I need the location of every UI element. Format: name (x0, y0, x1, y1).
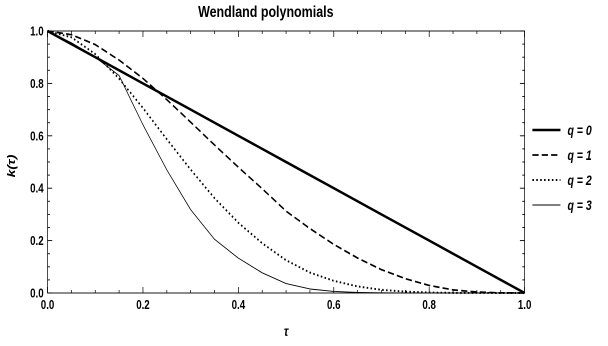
y-tick-label: 0.0 (30, 287, 44, 300)
legend-label-q0: q = 0 (567, 123, 591, 139)
series-group (47, 29, 525, 295)
legend: q = 0 q = 1 q = 2 q = 3 (532, 123, 592, 214)
y-tick-label: 1.0 (30, 25, 44, 38)
series-line-q1 (47, 30, 525, 294)
series-line-q0 (47, 29, 525, 295)
axes: 0.0 0.2 0.4 0.6 0.8 1.0 0.0 0.2 0.4 0.6 0.8 1.0 (30, 25, 531, 312)
x-tick-label: 0.6 (327, 299, 341, 312)
x-tick-label: 0.2 (136, 299, 150, 312)
x-tick-label: 0.0 (41, 299, 55, 312)
legend-label-q2: q = 2 (567, 173, 591, 189)
y-tick-label: 0.6 (30, 130, 44, 143)
series-line-q3 (47, 30, 525, 294)
x-tick-label: 0.4 (232, 299, 246, 312)
x-axis-label: τ (284, 324, 289, 340)
y-tick-label: 0.8 (30, 78, 44, 91)
y-tick-label: 0.2 (30, 235, 44, 248)
x-tick-label: 1.0 (518, 299, 532, 312)
x-tick-label: 0.8 (422, 299, 436, 312)
legend-label-q1: q = 1 (567, 148, 591, 164)
legend-label-q3: q = 3 (567, 198, 591, 214)
y-tick-label: 0.4 (30, 183, 44, 196)
chart-title: Wendland polynomials (198, 4, 333, 22)
y-axis-label: k(τ) (5, 155, 17, 178)
